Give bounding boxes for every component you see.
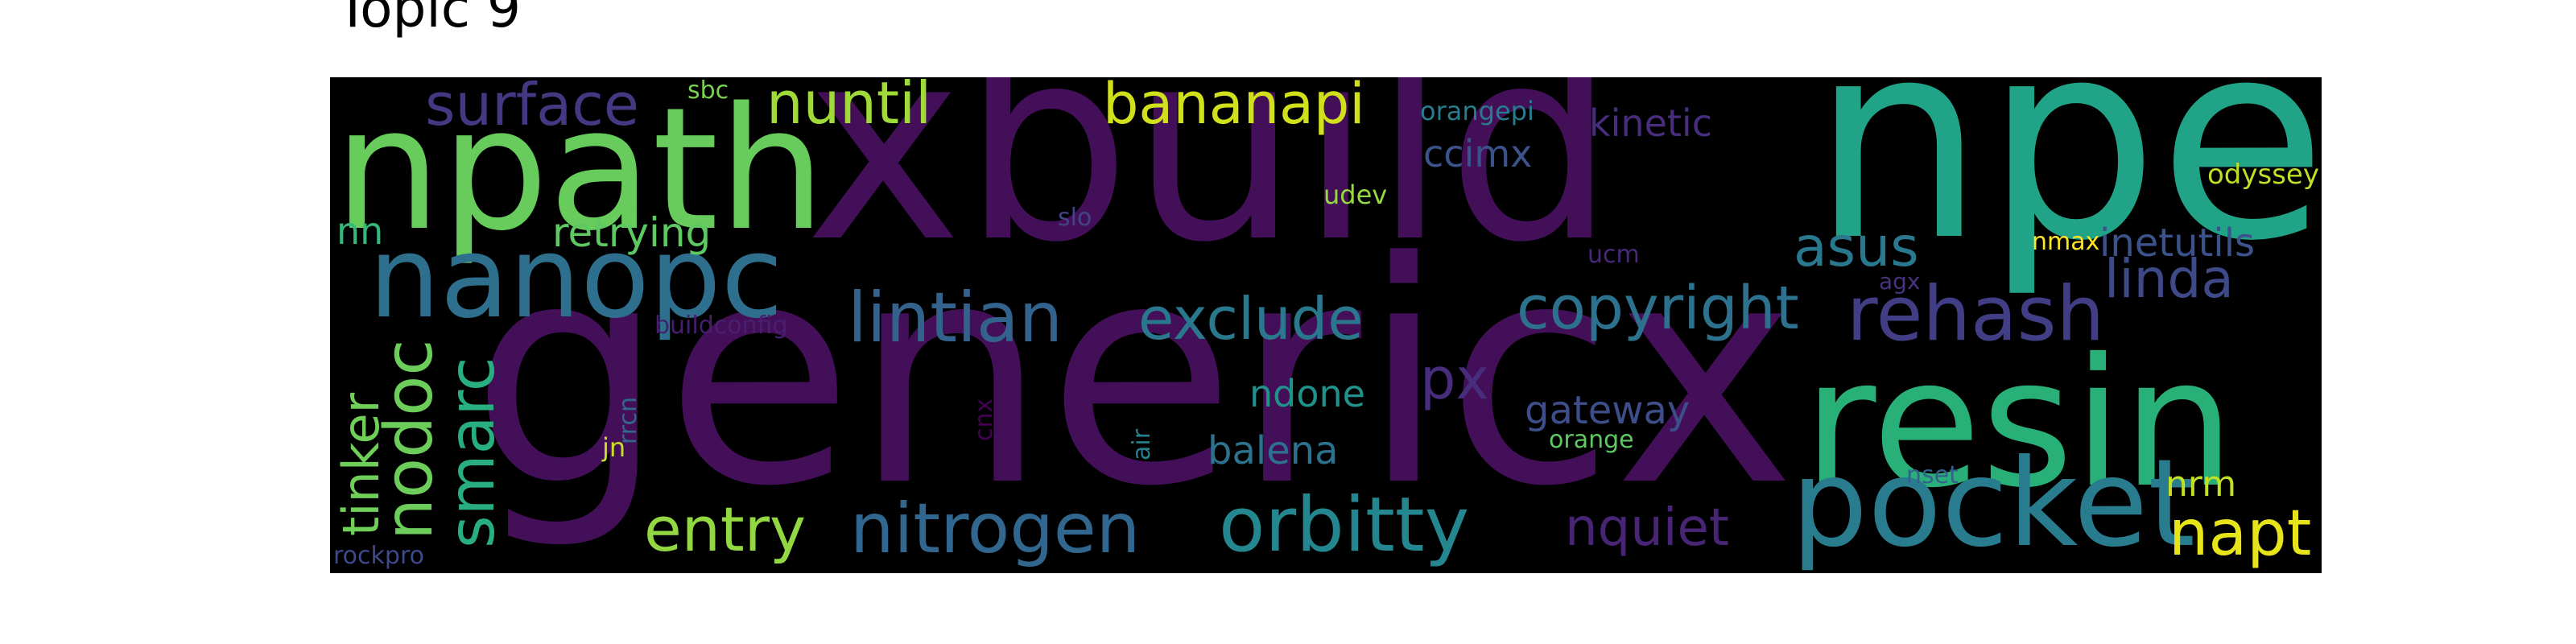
word-xbuild: xbuild — [805, 77, 1616, 300]
word-buildconfig: buildconfig — [654, 312, 788, 340]
word-pocket: pocket — [1791, 434, 2196, 573]
word-tinker: tinker — [332, 392, 390, 536]
word-genericx: genericx — [471, 196, 1796, 553]
word-nset: nset — [1906, 461, 1959, 489]
word-resin: resin — [1803, 320, 2235, 526]
word-surface: surface — [425, 77, 640, 138]
word-linda: linda — [2104, 248, 2234, 310]
word-ccimx: ccimx — [1423, 132, 1533, 175]
word-jn: jn — [602, 432, 626, 463]
word-smarc: smarc — [436, 357, 509, 548]
chart-title: Topic 9 — [336, 0, 521, 39]
word-udev: udev — [1323, 180, 1388, 210]
word-agx: agx — [1879, 268, 1921, 295]
word-retrying: retrying — [552, 209, 712, 256]
word-slo: slo — [1058, 204, 1092, 232]
word-gateway: gateway — [1525, 388, 1690, 433]
word-nn: nn — [336, 209, 384, 253]
word-sbc: sbc — [687, 77, 729, 105]
word-bananapi: bananapi — [1103, 77, 1365, 137]
word-rockpro: rockpro — [333, 542, 424, 570]
word-entry: entry — [644, 493, 806, 565]
word-orangepi: orangepi — [1420, 96, 1534, 126]
word-kinetic: kinetic — [1589, 101, 1712, 145]
word-rehash: rehash — [1847, 270, 2105, 358]
word-nitrogen: nitrogen — [850, 489, 1141, 569]
word-cnx: cnx — [970, 398, 998, 441]
word-npe: npe — [1811, 77, 2322, 301]
word-orange: orange — [1549, 426, 1634, 454]
word-nquiet: nquiet — [1565, 498, 1729, 558]
word-nmax: nmax — [2032, 228, 2100, 256]
word-air: air — [1128, 428, 1156, 460]
word-inetutils: inetutils — [2099, 221, 2256, 266]
word-orbitty: orbitty — [1219, 481, 1470, 569]
word-exclude: exclude — [1138, 285, 1364, 353]
word-asus: asus — [1794, 216, 1919, 279]
word-balena: balena — [1208, 428, 1339, 473]
word-lintian: lintian — [848, 278, 1063, 358]
word-nanopc: nanopc — [369, 213, 783, 344]
word-copyright: copyright — [1517, 274, 1799, 343]
word-px: px — [1420, 346, 1489, 412]
word-nuntil: nuntil — [766, 77, 932, 137]
word-ndone: ndone — [1249, 372, 1365, 415]
word-npath: npath — [334, 77, 826, 268]
word-odyssey: odyssey — [2207, 159, 2319, 191]
word-cloud: genericx xbuild npe resin npath pocket n… — [330, 77, 2322, 573]
word-napt: napt — [2169, 497, 2312, 570]
word-nrm: nrm — [2165, 464, 2237, 505]
word-ucm: ucm — [1587, 241, 1640, 269]
